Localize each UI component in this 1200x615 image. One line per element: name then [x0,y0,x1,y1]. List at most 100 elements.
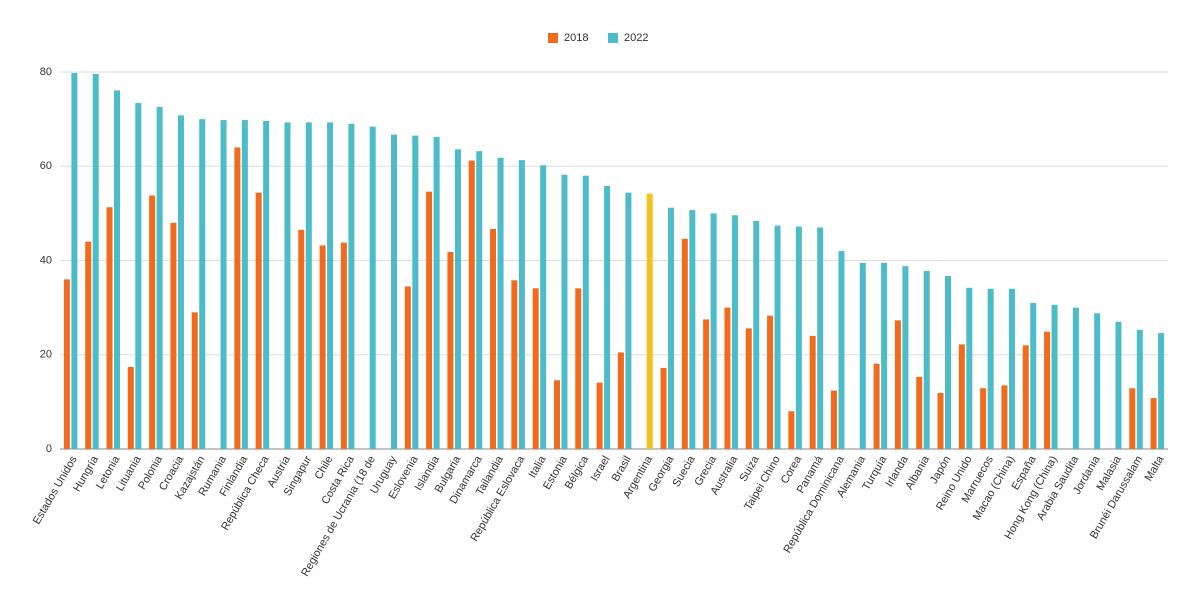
bar [135,103,142,449]
bar [433,137,440,449]
bar [447,252,454,449]
bar [980,388,987,449]
bar [753,220,760,449]
bar [284,122,291,449]
bar [319,245,326,449]
bar [1001,385,1008,449]
bar [305,122,312,449]
legend-label: 2022 [624,32,648,44]
bar [937,392,944,449]
bar [234,147,241,449]
bar [177,115,184,449]
bar [1150,398,1157,449]
bar [561,174,568,450]
legend-swatch [608,33,618,43]
bar [745,328,752,449]
bar [838,251,845,449]
bar [894,320,901,449]
bar [127,367,134,449]
bar [490,228,497,449]
bar [575,288,582,449]
bar [830,390,837,449]
bar [689,210,696,449]
bar [1129,388,1136,449]
bar [916,376,923,449]
bar [617,352,624,449]
bar [518,160,525,449]
y-tick-label: 80 [40,66,52,78]
bar [114,90,121,449]
bar [1030,302,1037,449]
bar [596,382,603,449]
bar [1136,329,1143,449]
bar [1072,307,1079,449]
bar [966,287,973,449]
bar [923,270,930,449]
bar [945,276,952,449]
bar [92,73,99,449]
bar [426,191,433,449]
bar [327,122,334,449]
bar [71,72,78,449]
bar [902,266,909,449]
bar [170,222,177,449]
bar [454,149,461,449]
bar [1115,321,1122,449]
bar [149,195,156,449]
bar [220,120,227,449]
bar [646,193,653,449]
x-tick-label: Malta [1143,453,1167,483]
bar [625,192,632,449]
legend-label: 2018 [564,32,588,44]
bar [1051,304,1058,449]
x-tick-label: Israel [589,454,613,483]
bar [703,319,710,449]
bar [540,165,547,449]
legend-swatch [548,33,558,43]
bar [476,151,483,450]
bar [63,279,70,449]
bar [404,286,411,449]
bar [604,186,611,450]
bar [1094,313,1101,449]
bar [795,226,802,449]
bar [85,241,92,449]
bar [859,262,866,449]
bar [412,135,419,449]
bar [873,363,880,449]
bar [1044,331,1051,449]
bar [468,160,475,449]
bar [668,207,675,449]
bar [881,262,888,449]
bar [497,157,504,449]
y-tick-label: 0 [46,443,52,455]
bar [731,215,738,449]
bar [255,192,262,449]
bar [263,121,270,449]
y-tick-label: 60 [40,160,52,172]
bar [156,106,163,449]
y-tick-label: 20 [40,349,52,361]
bar [553,380,560,449]
bar [532,288,539,449]
bar [1008,288,1015,449]
bar [817,227,824,449]
bar [767,315,774,449]
bar [1022,345,1029,449]
bar [681,238,688,449]
bar [582,175,589,450]
bar [199,119,206,449]
bar [106,207,113,449]
bar [191,312,198,449]
bar [391,134,398,449]
x-tick-label: Estados Unidos [31,454,80,527]
bar [987,288,994,449]
bar [788,411,795,449]
bar [340,242,347,449]
bar [1158,333,1165,449]
bar [241,120,248,449]
bar [298,229,305,449]
bar [348,123,355,450]
bar [511,280,518,449]
